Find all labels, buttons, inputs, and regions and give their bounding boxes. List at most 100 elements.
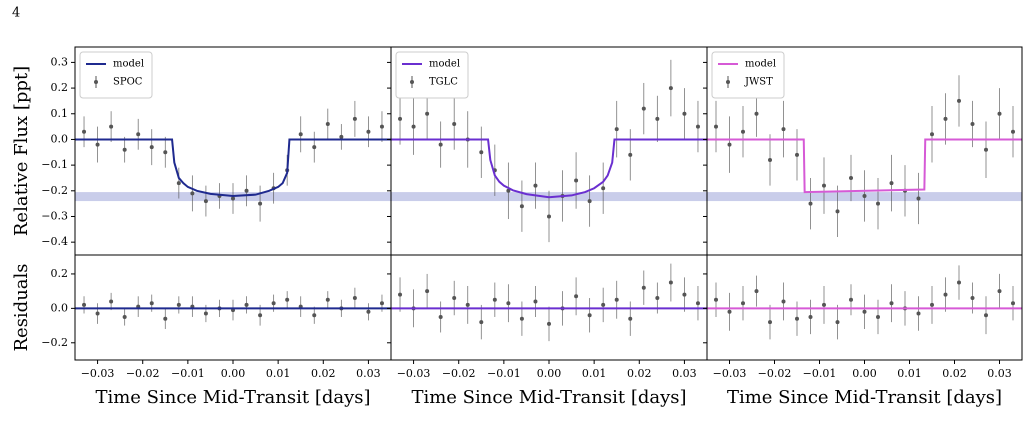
data-point (506, 188, 511, 193)
data-point (312, 145, 317, 150)
data-point (258, 201, 263, 206)
data-point (628, 152, 633, 157)
data-point (970, 122, 975, 127)
data-point (425, 289, 430, 294)
x-tick-label: 0.03 (356, 367, 381, 380)
y-tick-label: −0.3 (41, 209, 68, 222)
y-axis-label: Relative Flux [ppt] (11, 66, 32, 236)
plot-area (707, 75, 1022, 238)
legend-swatch (410, 80, 414, 84)
data-point (587, 313, 592, 318)
x-tick-label: 0.03 (987, 367, 1012, 380)
data-point (379, 124, 384, 129)
data-point (641, 285, 646, 290)
data-point (190, 191, 195, 196)
data-point (244, 302, 249, 307)
data-point (312, 313, 317, 318)
legend-swatch (94, 80, 98, 84)
data-point (519, 316, 524, 321)
data-point (822, 183, 826, 188)
data-point (695, 301, 700, 306)
legend-swatch (726, 80, 730, 84)
data-point (727, 309, 732, 314)
data-point (668, 280, 673, 285)
data-point (916, 196, 921, 201)
y-tick-label: −0.4 (41, 235, 68, 248)
data-point (714, 124, 718, 129)
data-point (519, 204, 524, 209)
data-point (325, 122, 330, 127)
data-point (849, 297, 853, 302)
data-point (930, 132, 934, 137)
data-point (574, 178, 579, 183)
data-point (835, 209, 840, 214)
data-point (547, 214, 551, 219)
x-tick-label: −0.02 (758, 367, 792, 380)
x-tick-label: −0.02 (126, 367, 160, 380)
data-point (682, 111, 687, 116)
x-tick-label: 0.00 (221, 367, 246, 380)
legend-label: model (745, 59, 776, 70)
data-point (258, 313, 263, 318)
data-point (136, 132, 141, 137)
data-point (795, 152, 799, 157)
data-point (808, 201, 813, 206)
data-point (452, 296, 457, 301)
data-point (876, 201, 880, 206)
data-point (862, 309, 867, 314)
data-point (425, 111, 430, 116)
plot-area (75, 287, 391, 330)
data-point (285, 297, 290, 302)
data-point (352, 296, 357, 301)
x-tick-label: −0.01 (171, 367, 205, 380)
data-point (601, 302, 606, 307)
data-point (398, 116, 403, 121)
data-point (82, 129, 87, 134)
data-point (614, 297, 619, 302)
page-number: 4 (12, 6, 20, 21)
data-point (587, 199, 592, 204)
x-tick-label: 0.03 (672, 367, 697, 380)
data-point (298, 132, 303, 137)
data-point (176, 181, 181, 186)
plot-area (391, 59, 707, 243)
data-point (1011, 301, 1015, 306)
y-tick-label: 0.1 (51, 107, 69, 120)
data-point (163, 150, 168, 155)
data-point (109, 124, 114, 129)
data-point (754, 111, 759, 116)
data-point (628, 316, 633, 321)
data-point (768, 157, 772, 162)
x-axis-label: Time Since Mid-Transit [days] (411, 387, 686, 408)
data-point (352, 116, 357, 121)
y-tick-label: −0.2 (41, 336, 68, 349)
data-point (398, 292, 403, 297)
x-tick-label: 0.01 (897, 367, 922, 380)
data-point (862, 193, 867, 198)
legend-label: model (113, 59, 144, 70)
data-point (768, 320, 772, 325)
x-tick-label: 0.02 (311, 367, 336, 380)
data-point (889, 181, 894, 186)
data-point (163, 316, 168, 321)
x-tick-label: 0.00 (537, 367, 562, 380)
x-tick-label: −0.03 (713, 367, 747, 380)
data-point (835, 320, 840, 325)
model-line (391, 138, 707, 199)
y-tick-label: −0.2 (41, 184, 68, 197)
data-point (479, 320, 484, 325)
x-tick-label: −0.01 (487, 367, 521, 380)
y-tick-label: 0.3 (51, 55, 69, 68)
data-point (889, 301, 894, 306)
data-point (727, 142, 732, 147)
legend-label: SPOC (113, 77, 143, 88)
data-point (781, 299, 786, 304)
data-point (366, 129, 371, 134)
x-tick-label: 0.01 (266, 367, 291, 380)
data-point (641, 106, 646, 111)
x-tick-label: −0.03 (81, 367, 115, 380)
data-point (325, 297, 330, 302)
x-tick-label: −0.02 (442, 367, 476, 380)
data-point (339, 134, 344, 139)
